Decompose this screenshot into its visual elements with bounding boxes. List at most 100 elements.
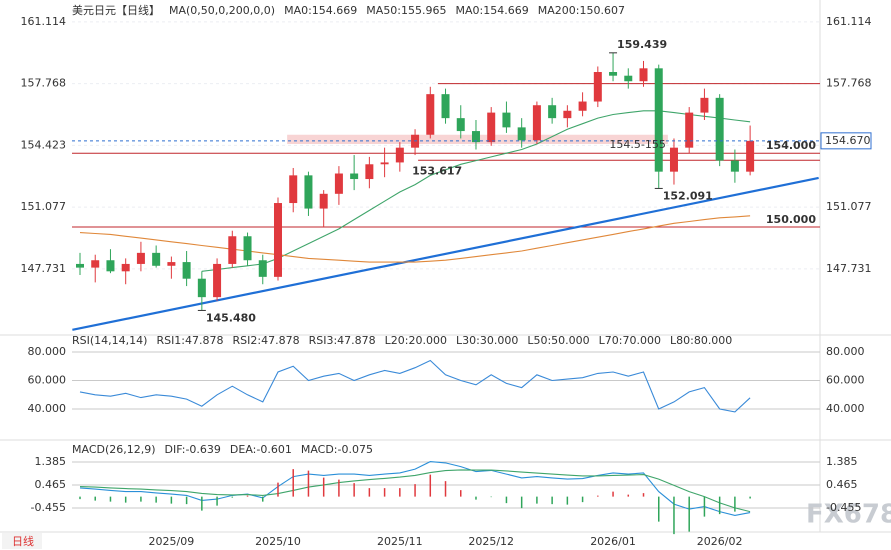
y-tick-label-right: 60.000 <box>826 374 865 387</box>
candle-body <box>136 252 145 264</box>
candle-body <box>197 278 206 298</box>
labels: 161.114161.114157.768157.768154.423154.4… <box>21 3 872 548</box>
y-tick-label: 40.000 <box>28 402 67 415</box>
candle-body <box>654 68 663 172</box>
legend-entry: MA50:155.965 <box>366 4 446 17</box>
legend-entry: L30:30.000 <box>456 334 518 347</box>
candle-body <box>258 260 267 277</box>
y-tick-label: 154.423 <box>21 138 67 151</box>
y-tick-label: 151.077 <box>21 200 67 213</box>
candle-body <box>624 75 633 82</box>
y-tick-label: 157.768 <box>21 77 67 90</box>
current-price-label: 154.670 <box>825 134 871 147</box>
x-tick-label: 2025/12 <box>468 535 514 548</box>
candle-body <box>532 105 541 141</box>
y-tick-label-right: 1.385 <box>826 455 858 468</box>
candle-body <box>273 203 282 277</box>
candle-body <box>228 236 237 264</box>
zone-label: 154.5-155 <box>609 138 665 151</box>
candle-body <box>563 110 572 119</box>
candle-body <box>76 263 84 268</box>
legend-entry: MA200:150.607 <box>538 4 625 17</box>
y-tick-label: 60.000 <box>28 374 67 387</box>
y-tick-label: 0.465 <box>35 478 67 491</box>
candle-body <box>487 112 496 143</box>
candle-body <box>609 72 618 76</box>
x-tick-label: 2026/02 <box>697 535 743 548</box>
level-label: 153.617 <box>412 164 462 177</box>
candle-body <box>213 263 222 298</box>
annotation-label: 145.480 <box>206 311 256 324</box>
candle-body <box>685 112 694 148</box>
candle-body <box>152 252 161 266</box>
candle-body <box>639 68 648 82</box>
candle-body <box>350 173 359 180</box>
y-tick-label-right: -0.455 <box>826 501 861 514</box>
candle-body <box>289 175 298 204</box>
legend-entry: RSI2:47.878 <box>233 334 300 347</box>
period-box[interactable] <box>2 533 42 549</box>
line <box>79 461 751 516</box>
candle-body <box>502 112 511 128</box>
x-tick-label: 2026/01 <box>590 535 636 548</box>
x-tick-label: 2025/11 <box>377 535 423 548</box>
line <box>79 215 751 263</box>
candle-body <box>578 101 587 111</box>
candle-body <box>395 147 404 163</box>
candle-body <box>334 173 343 194</box>
candle-body <box>182 262 191 279</box>
panel-title: RSI(14,14,14) <box>72 334 147 347</box>
y-tick-label-right: 40.000 <box>826 402 865 415</box>
candle-body <box>700 97 709 113</box>
current-price-box <box>820 132 872 150</box>
candle-body <box>106 260 115 272</box>
y-tick-label: 147.731 <box>21 262 67 275</box>
level-label: 154.000 <box>766 139 816 152</box>
candle-body <box>715 97 724 161</box>
watermark: FX678 <box>806 500 891 530</box>
legend-entry: L20:20.000 <box>385 334 447 347</box>
x-tick-label: 2025/10 <box>255 535 301 548</box>
candle-body <box>669 147 678 172</box>
y-tick-label: 1.385 <box>35 455 67 468</box>
candle-body <box>456 118 465 132</box>
y-tick-label: 161.114 <box>21 15 67 28</box>
candle-body <box>365 164 374 180</box>
candle-body <box>593 72 602 102</box>
annotation-label: 159.439 <box>617 38 667 51</box>
legend-entry: L80:80.000 <box>670 334 732 347</box>
candle-body <box>730 160 739 172</box>
candle-body <box>91 260 100 268</box>
trendline <box>72 176 819 331</box>
level-label: 150.000 <box>766 213 816 226</box>
y-tick-label: 80.000 <box>28 345 67 358</box>
legend-entry: L50:50.000 <box>527 334 589 347</box>
legend-entry: MACD:-0.075 <box>301 443 373 456</box>
legend-entry: RSI1:47.878 <box>156 334 223 347</box>
candle-body <box>426 94 435 135</box>
panel-title: 美元日元【日线】 <box>72 3 160 17</box>
line <box>79 359 751 413</box>
x-tick-label: 2025/09 <box>149 535 195 548</box>
line <box>79 469 751 513</box>
y-tick-label-right: 0.465 <box>826 478 858 491</box>
legend-entry: DEA:-0.601 <box>230 443 292 456</box>
y-tick-label-right: 147.731 <box>826 262 872 275</box>
legend-entry: MA0:154.669 <box>456 4 529 17</box>
candle-body <box>441 94 450 119</box>
candle-body <box>517 127 526 141</box>
candle-body <box>380 162 389 165</box>
candle-body <box>471 131 480 143</box>
candle-body <box>304 175 313 209</box>
legend-entry: RSI3:47.878 <box>309 334 376 347</box>
candle-body <box>548 105 557 119</box>
y-tick-label-right: 161.114 <box>826 15 872 28</box>
annotation-label: 152.091 <box>663 189 713 202</box>
period-label[interactable]: 日线 <box>12 534 34 548</box>
candle-body <box>121 263 130 272</box>
candle-body <box>746 140 755 172</box>
candle-body <box>243 236 252 261</box>
legend-entry: MA0:154.669 <box>284 4 357 17</box>
